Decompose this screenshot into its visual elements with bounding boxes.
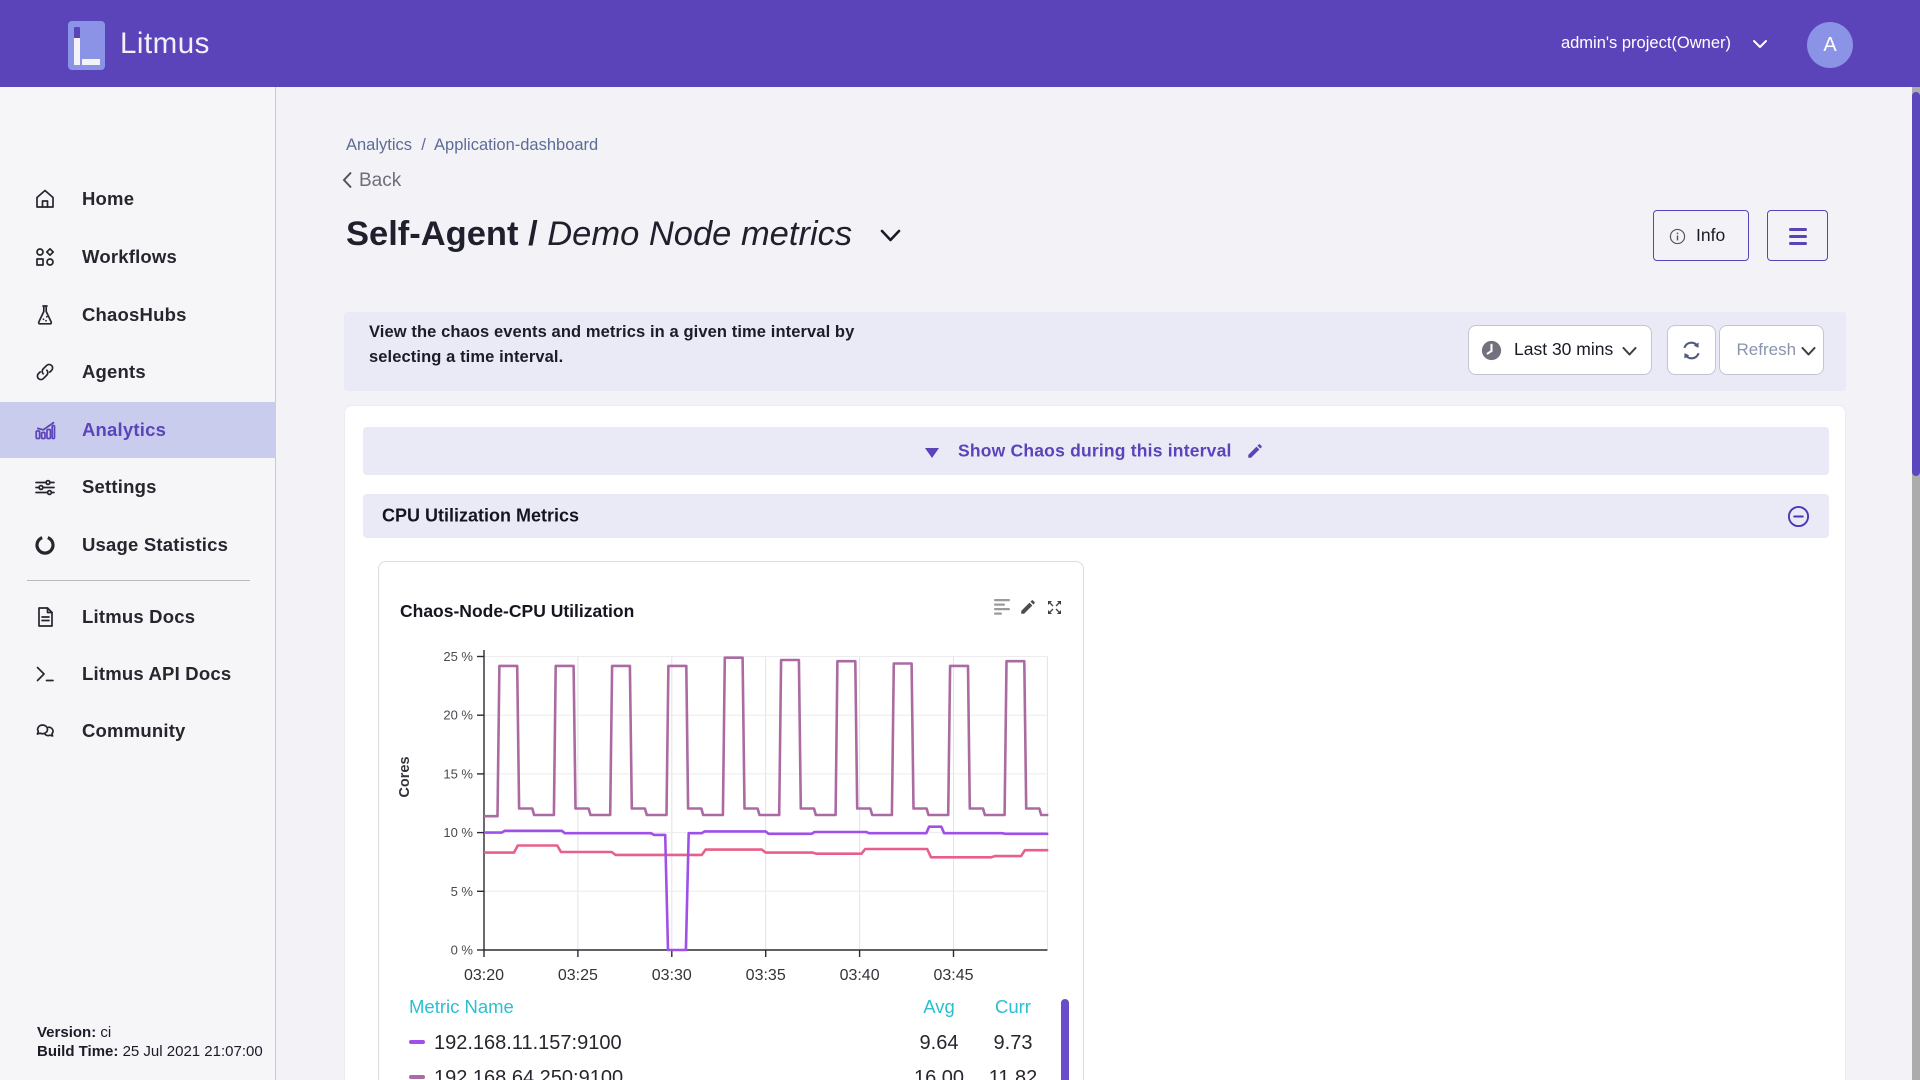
svg-text:03:45: 03:45 [933,967,973,984]
svg-text:03:20: 03:20 [464,967,504,984]
svg-text:0 %: 0 % [451,943,474,958]
svg-text:03:25: 03:25 [558,967,598,984]
svg-text:5 %: 5 % [451,884,474,899]
svg-text:10 %: 10 % [443,825,473,840]
svg-text:03:35: 03:35 [746,967,786,984]
svg-text:03:40: 03:40 [840,967,880,984]
svg-text:20 %: 20 % [443,708,473,723]
svg-text:Cores: Cores [397,756,413,797]
svg-text:25 %: 25 % [443,649,473,664]
svg-text:15 %: 15 % [443,766,473,781]
svg-text:03:30: 03:30 [652,967,692,984]
